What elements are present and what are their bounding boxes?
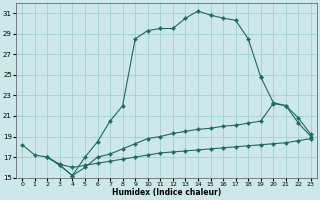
X-axis label: Humidex (Indice chaleur): Humidex (Indice chaleur) (112, 188, 221, 197)
